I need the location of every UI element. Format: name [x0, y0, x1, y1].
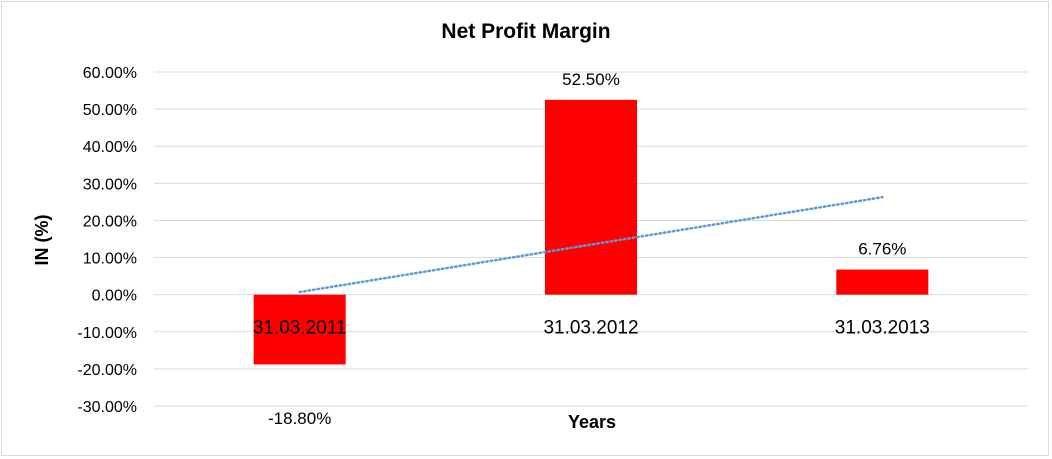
x-tick-label: 31.03.2011	[253, 318, 347, 339]
y-tick-label: 50.00%	[83, 102, 137, 119]
bars	[253, 99, 929, 365]
y-tick-label: -10.00%	[77, 325, 137, 342]
bar-31.03.2012	[545, 99, 637, 295]
y-tick-label: 60.00%	[83, 65, 137, 82]
trendline	[298, 195, 884, 294]
y-tick-label: -30.00%	[77, 399, 137, 416]
y-tick-label: 0.00%	[92, 288, 137, 305]
x-tick-label: 31.03.2013	[835, 318, 930, 339]
x-axis-category-labels: 31.03.2011 31.03.2012 31.03.2013	[253, 318, 930, 339]
x-tick-label: 31.03.2012	[543, 318, 638, 339]
y-axis-title: IN (%)	[32, 215, 52, 266]
y-axis-tick-labels: 60.00% 50.00% 40.00% 30.00% 20.00% 10.00% 0.00…	[77, 65, 137, 416]
y-tick-label: 30.00%	[83, 176, 137, 193]
bar-31.03.2011	[253, 294, 346, 365]
y-tick-label: 20.00%	[83, 213, 137, 230]
data-label: 6.76%	[858, 240, 906, 259]
y-tick-label: 40.00%	[83, 139, 137, 156]
data-labels: -18.80% 52.50% 6.76%	[268, 70, 906, 428]
x-axis-title: Years	[568, 412, 616, 432]
y-tick-label: -20.00%	[77, 362, 137, 379]
y-tick-label: 10.00%	[83, 251, 137, 268]
chart-title: Net Profit Margin	[441, 20, 610, 43]
bar-31.03.2013	[836, 269, 929, 295]
trendline-line	[298, 195, 884, 294]
data-label: 52.50%	[562, 70, 620, 89]
data-label: -18.80%	[268, 409, 331, 428]
